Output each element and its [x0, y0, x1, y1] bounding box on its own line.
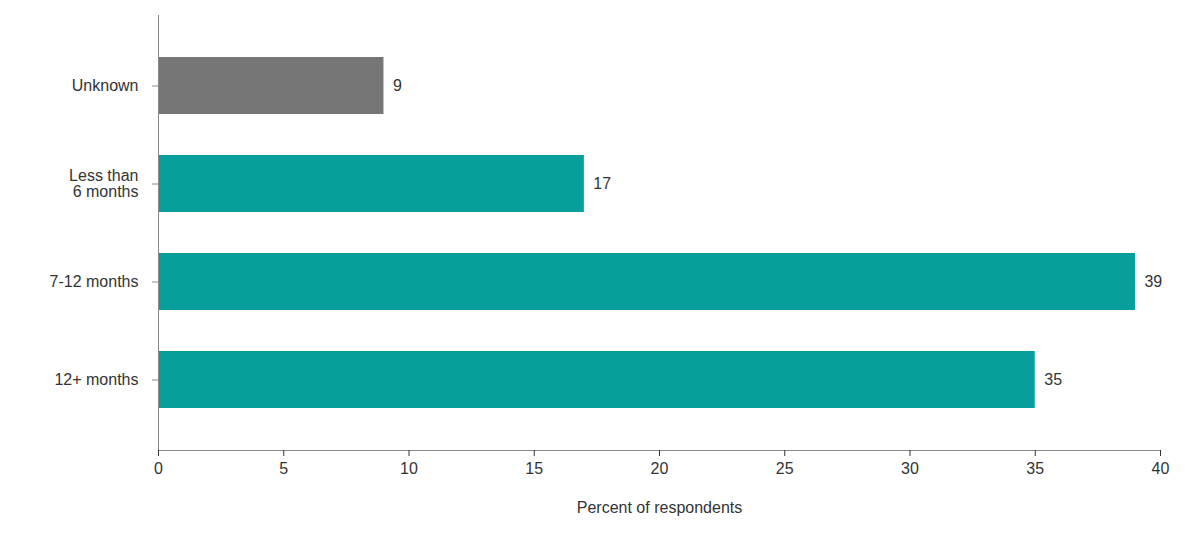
svg-text:35: 35: [1026, 460, 1044, 477]
svg-text:30: 30: [901, 460, 919, 477]
svg-text:0: 0: [154, 460, 163, 477]
svg-text:20: 20: [651, 460, 669, 477]
svg-text:Less than6 months: Less than6 months: [69, 167, 138, 200]
svg-text:39: 39: [1144, 273, 1162, 290]
svg-text:10: 10: [400, 460, 418, 477]
svg-text:Unknown: Unknown: [72, 77, 139, 94]
svg-text:5: 5: [279, 460, 288, 477]
svg-text:15: 15: [525, 460, 543, 477]
svg-text:25: 25: [776, 460, 794, 477]
svg-text:Percent of respondents: Percent of respondents: [577, 499, 742, 516]
svg-text:40: 40: [1152, 460, 1170, 477]
svg-text:17: 17: [593, 175, 611, 192]
svg-text:7-12 months: 7-12 months: [50, 273, 139, 290]
svg-text:35: 35: [1044, 371, 1062, 388]
svg-text:12+ months: 12+ months: [54, 371, 138, 388]
svg-text:9: 9: [393, 77, 402, 94]
